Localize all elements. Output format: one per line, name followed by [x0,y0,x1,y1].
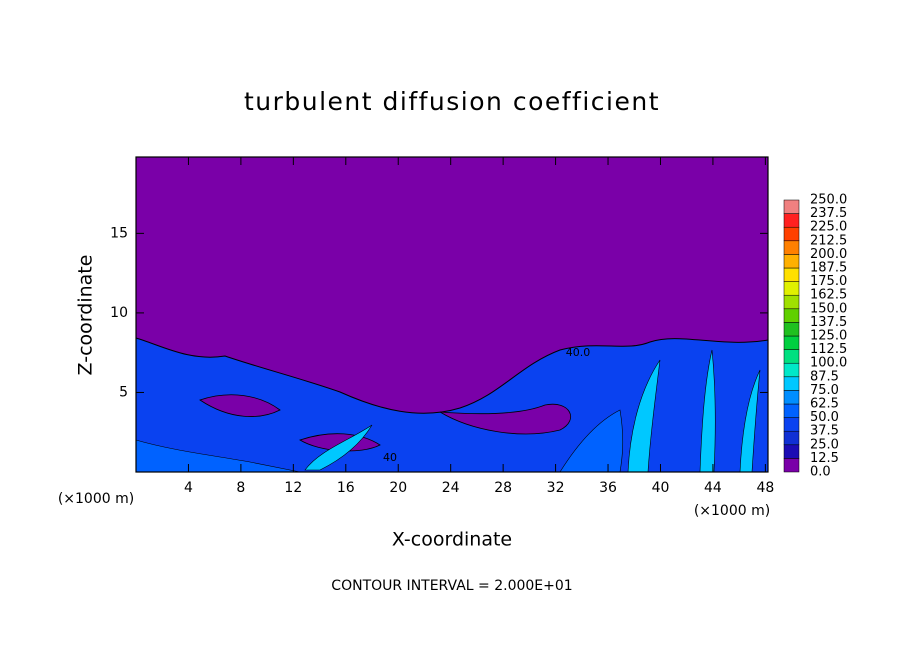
colorbar-band [783,335,800,350]
field-swirl [199,394,571,452]
colorbar-band [783,267,800,282]
x-tick-label: 28 [494,480,512,496]
colorbar-band [783,458,800,473]
colorbar-label: 12.5 [810,451,839,466]
colorbar-label: 187.5 [810,261,847,276]
colorbar-label: 37.5 [810,424,839,439]
colorbar-label: 75.0 [810,383,839,398]
colorbar-label: 237.5 [810,206,847,221]
colorbar-label: 112.5 [810,342,847,357]
footer-note: CONTOUR INTERVAL = 2.000E+01 [331,578,572,594]
colorbar-label: 25.0 [810,437,839,452]
colorbar-band [783,240,800,255]
x-tick-label: 8 [236,480,245,496]
colorbar-band [783,430,800,446]
x-tick-label: 12 [284,480,302,496]
colorbar-band [783,254,800,269]
plot-frame [135,156,769,473]
y-axis-label: Z-coordinate [75,255,97,376]
colorbar-band [783,281,800,296]
y-tick-label: 15 [110,225,128,241]
colorbar-band [783,403,800,418]
colorbar-label: 225.0 [810,220,847,235]
colorbar-band [783,308,800,323]
chart-title: turbulent diffusion coefficient [244,87,660,116]
colorbar-label: 150.0 [810,301,847,316]
colorbar-label: 100.0 [810,356,847,371]
field-region [135,409,624,473]
colorbar-band [783,390,800,405]
x-unit-label: (×1000 m) [58,491,134,507]
x-tick-label: 20 [389,480,407,496]
colorbar-label: 175.0 [810,274,847,289]
contour-label: 40 [383,451,397,464]
x-tick-label: 36 [599,480,617,496]
colorbar-label: 50.0 [810,410,839,425]
colorbar-band [783,417,800,432]
colorbar-band [783,226,800,242]
colorbar-label: 137.5 [810,315,847,330]
colorbar-label: 125.0 [810,329,847,344]
colorbar-band [783,199,800,214]
colorbar-band [783,376,800,391]
colorbar-label: 87.5 [810,369,839,384]
x-tick-label: 4 [184,480,193,496]
colorbar-label: 212.5 [810,233,847,248]
colorbar-label: 62.5 [810,397,839,412]
y-tick-label: 5 [119,384,128,400]
colorbar-label: 162.5 [810,288,847,303]
colorbar-label: 0.0 [810,465,831,480]
colorbar-band [783,322,800,337]
x-tick-label: 40 [652,480,670,496]
x-tick-label: 16 [337,480,355,496]
colorbar-band [783,294,800,310]
x-axis-label: X-coordinate [392,529,512,551]
colorbar-band [783,444,800,459]
colorbar-band [783,349,800,364]
colorbar-label: 250.0 [810,193,847,208]
y-tick-label: 10 [110,305,128,321]
x-unit-label: (×1000 m) [694,503,770,519]
x-tick-label: 24 [442,480,460,496]
colorbar-band [783,362,800,378]
field-streak [304,349,761,473]
x-tick-label: 44 [704,480,722,496]
x-tick-label: 32 [547,480,565,496]
field: 40.0 40 [135,157,769,473]
contour-label: 40.0 [566,346,591,359]
colorbar-label: 200.0 [810,247,847,262]
colorbar-band [783,213,800,228]
x-tick-label: 48 [756,480,774,496]
